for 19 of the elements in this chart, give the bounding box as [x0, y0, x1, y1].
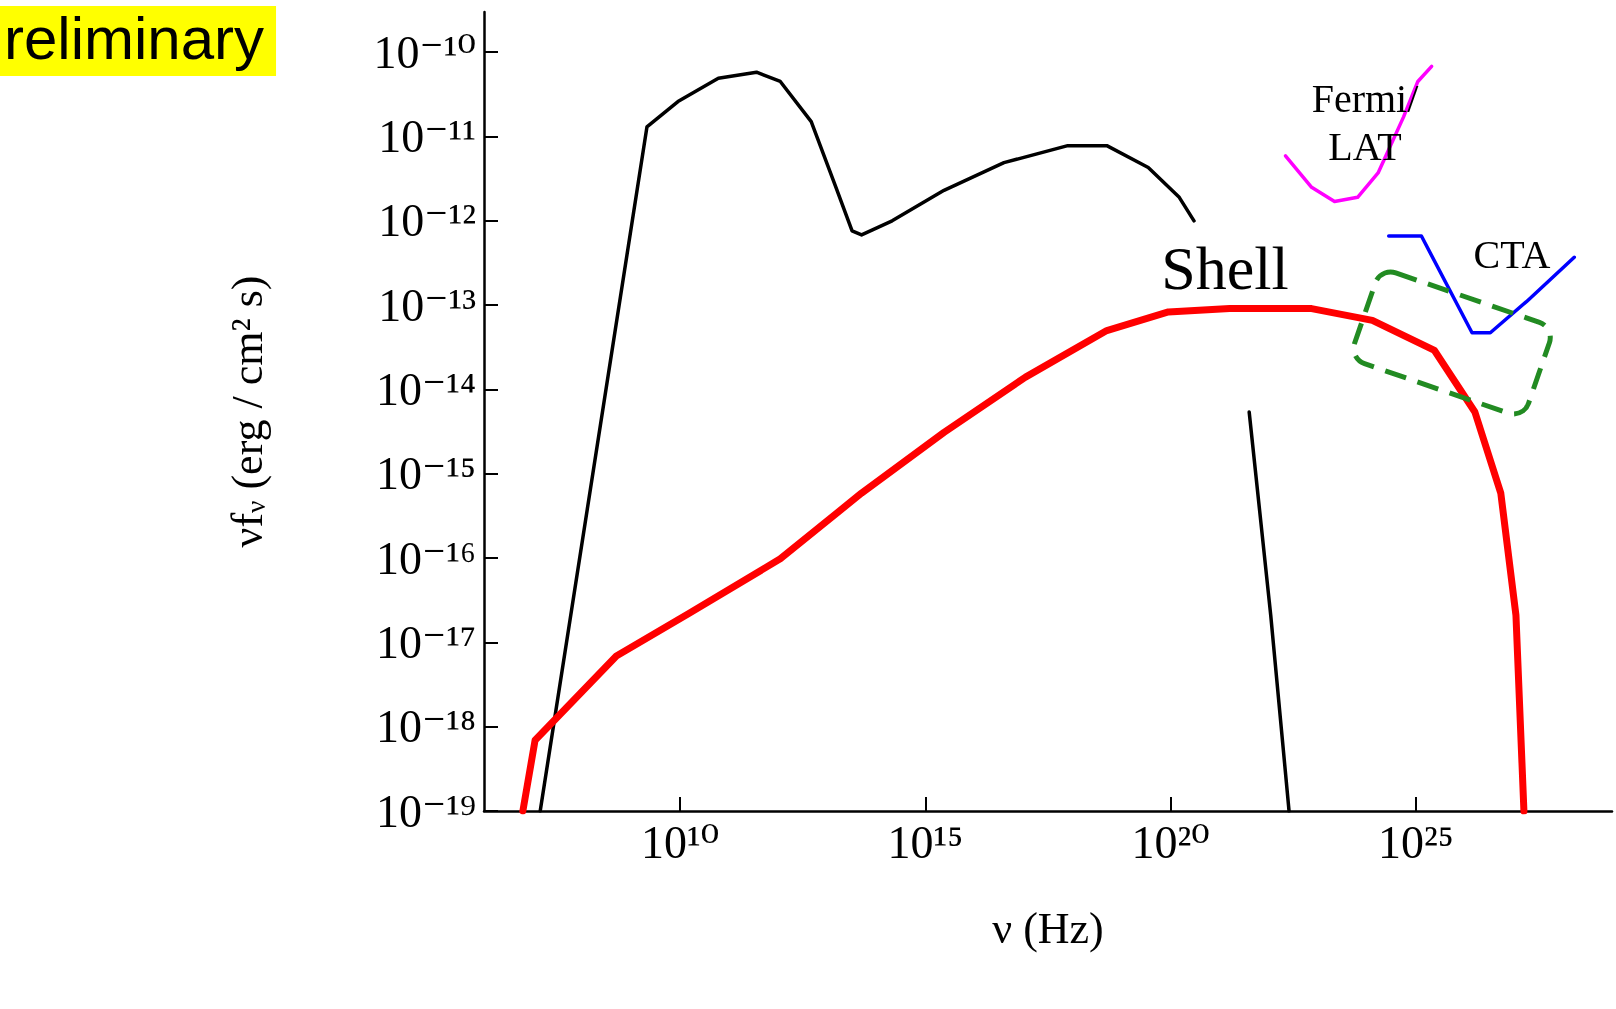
- y-tick-label: 10⁻¹⁹: [375, 785, 476, 837]
- y-tick-label: 10⁻¹²: [378, 195, 476, 247]
- text: reliminary: [4, 4, 265, 72]
- y-axis-title: νfν (erg / cm² s): [222, 275, 272, 548]
- x-tick-label: 10¹⁰: [641, 816, 720, 868]
- x-tick-label: 10¹⁵: [887, 816, 964, 868]
- x-tick-label: 10²⁵: [1377, 816, 1454, 868]
- y-tick-label: 10⁻¹⁴: [375, 363, 476, 415]
- x-axis-title: ν (Hz): [992, 903, 1104, 953]
- y-tick-label: 10⁻¹⁷: [375, 616, 476, 668]
- annotation: Shell: [1161, 234, 1289, 302]
- y-tick-label: 10⁻¹⁶: [375, 532, 476, 584]
- x-tick-label: 10²⁰: [1131, 816, 1210, 868]
- annotation: CTA: [1473, 231, 1551, 277]
- y-tick-label: 10⁻¹⁸: [375, 701, 476, 753]
- y-tick-label: 10⁻¹⁰: [373, 26, 476, 78]
- y-tick-label: 10⁻¹⁵: [375, 448, 476, 500]
- y-tick-label: 10⁻¹³: [378, 279, 476, 331]
- y-tick-label: 10⁻¹¹: [378, 111, 476, 163]
